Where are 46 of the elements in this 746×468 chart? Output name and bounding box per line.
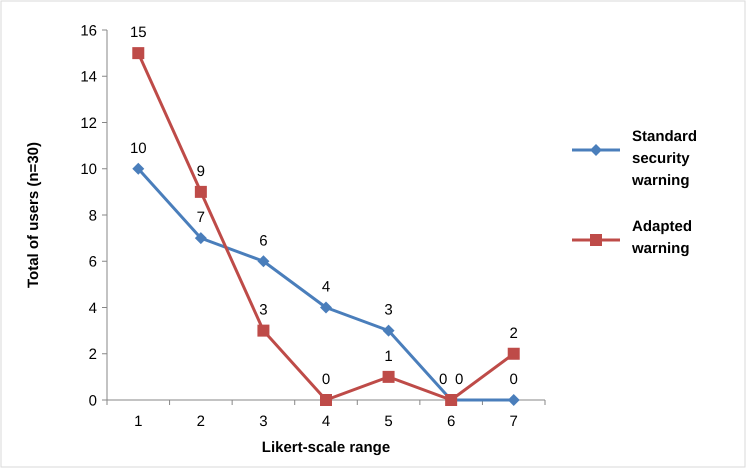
data-label: 0 bbox=[322, 371, 330, 388]
y-tick-label: 0 bbox=[88, 392, 97, 410]
point bbox=[194, 186, 207, 198]
data-label: 3 bbox=[259, 302, 268, 319]
x-tick-label: 5 bbox=[384, 413, 393, 430]
y-tick-label: 2 bbox=[88, 346, 97, 363]
point bbox=[257, 324, 270, 337]
data-label: 9 bbox=[196, 162, 206, 180]
y-tick-label: 10 bbox=[80, 161, 97, 178]
x-tick-label: 4 bbox=[322, 413, 330, 430]
x-tick-label: 1 bbox=[134, 413, 142, 430]
data-label: 0 bbox=[438, 371, 448, 388]
point bbox=[257, 255, 270, 268]
point bbox=[382, 370, 395, 383]
data-label: 1 bbox=[384, 348, 393, 365]
point bbox=[508, 348, 520, 360]
point bbox=[132, 47, 144, 60]
y-tick-label: 8 bbox=[88, 207, 97, 224]
y-tick-label: 6 bbox=[88, 254, 97, 270]
y-axis-title: Total of users (n=30) bbox=[25, 142, 42, 288]
point bbox=[508, 394, 520, 406]
legend-label: Standard security warning bbox=[631, 128, 698, 189]
point bbox=[132, 162, 144, 175]
x-tick-label: 7 bbox=[510, 413, 518, 430]
data-label: 0 bbox=[510, 371, 518, 388]
x-tick-label: 2 bbox=[196, 413, 206, 430]
data-label: 10 bbox=[130, 140, 147, 157]
point bbox=[382, 324, 395, 337]
data-label: 15 bbox=[130, 24, 147, 42]
data-label: 2 bbox=[510, 324, 518, 342]
point bbox=[194, 232, 207, 244]
data-label: 7 bbox=[196, 209, 206, 226]
legend-label: Adapted warning bbox=[631, 218, 692, 257]
y-tick-label: 4 bbox=[88, 300, 97, 317]
y-tick-label: 14 bbox=[80, 68, 97, 86]
data-label: 3 bbox=[384, 302, 393, 319]
data-label: 0 bbox=[454, 371, 464, 388]
x-axis-title: Likert-scale range bbox=[262, 439, 390, 456]
point bbox=[320, 394, 332, 406]
point bbox=[320, 302, 332, 314]
x-tick-label: 3 bbox=[259, 413, 268, 430]
x-tick-label: 6 bbox=[446, 413, 456, 430]
y-tick-label: 16 bbox=[80, 22, 97, 40]
data-label: 6 bbox=[259, 232, 268, 250]
data-label: 4 bbox=[322, 278, 330, 296]
y-tick-label: 12 bbox=[80, 114, 97, 132]
